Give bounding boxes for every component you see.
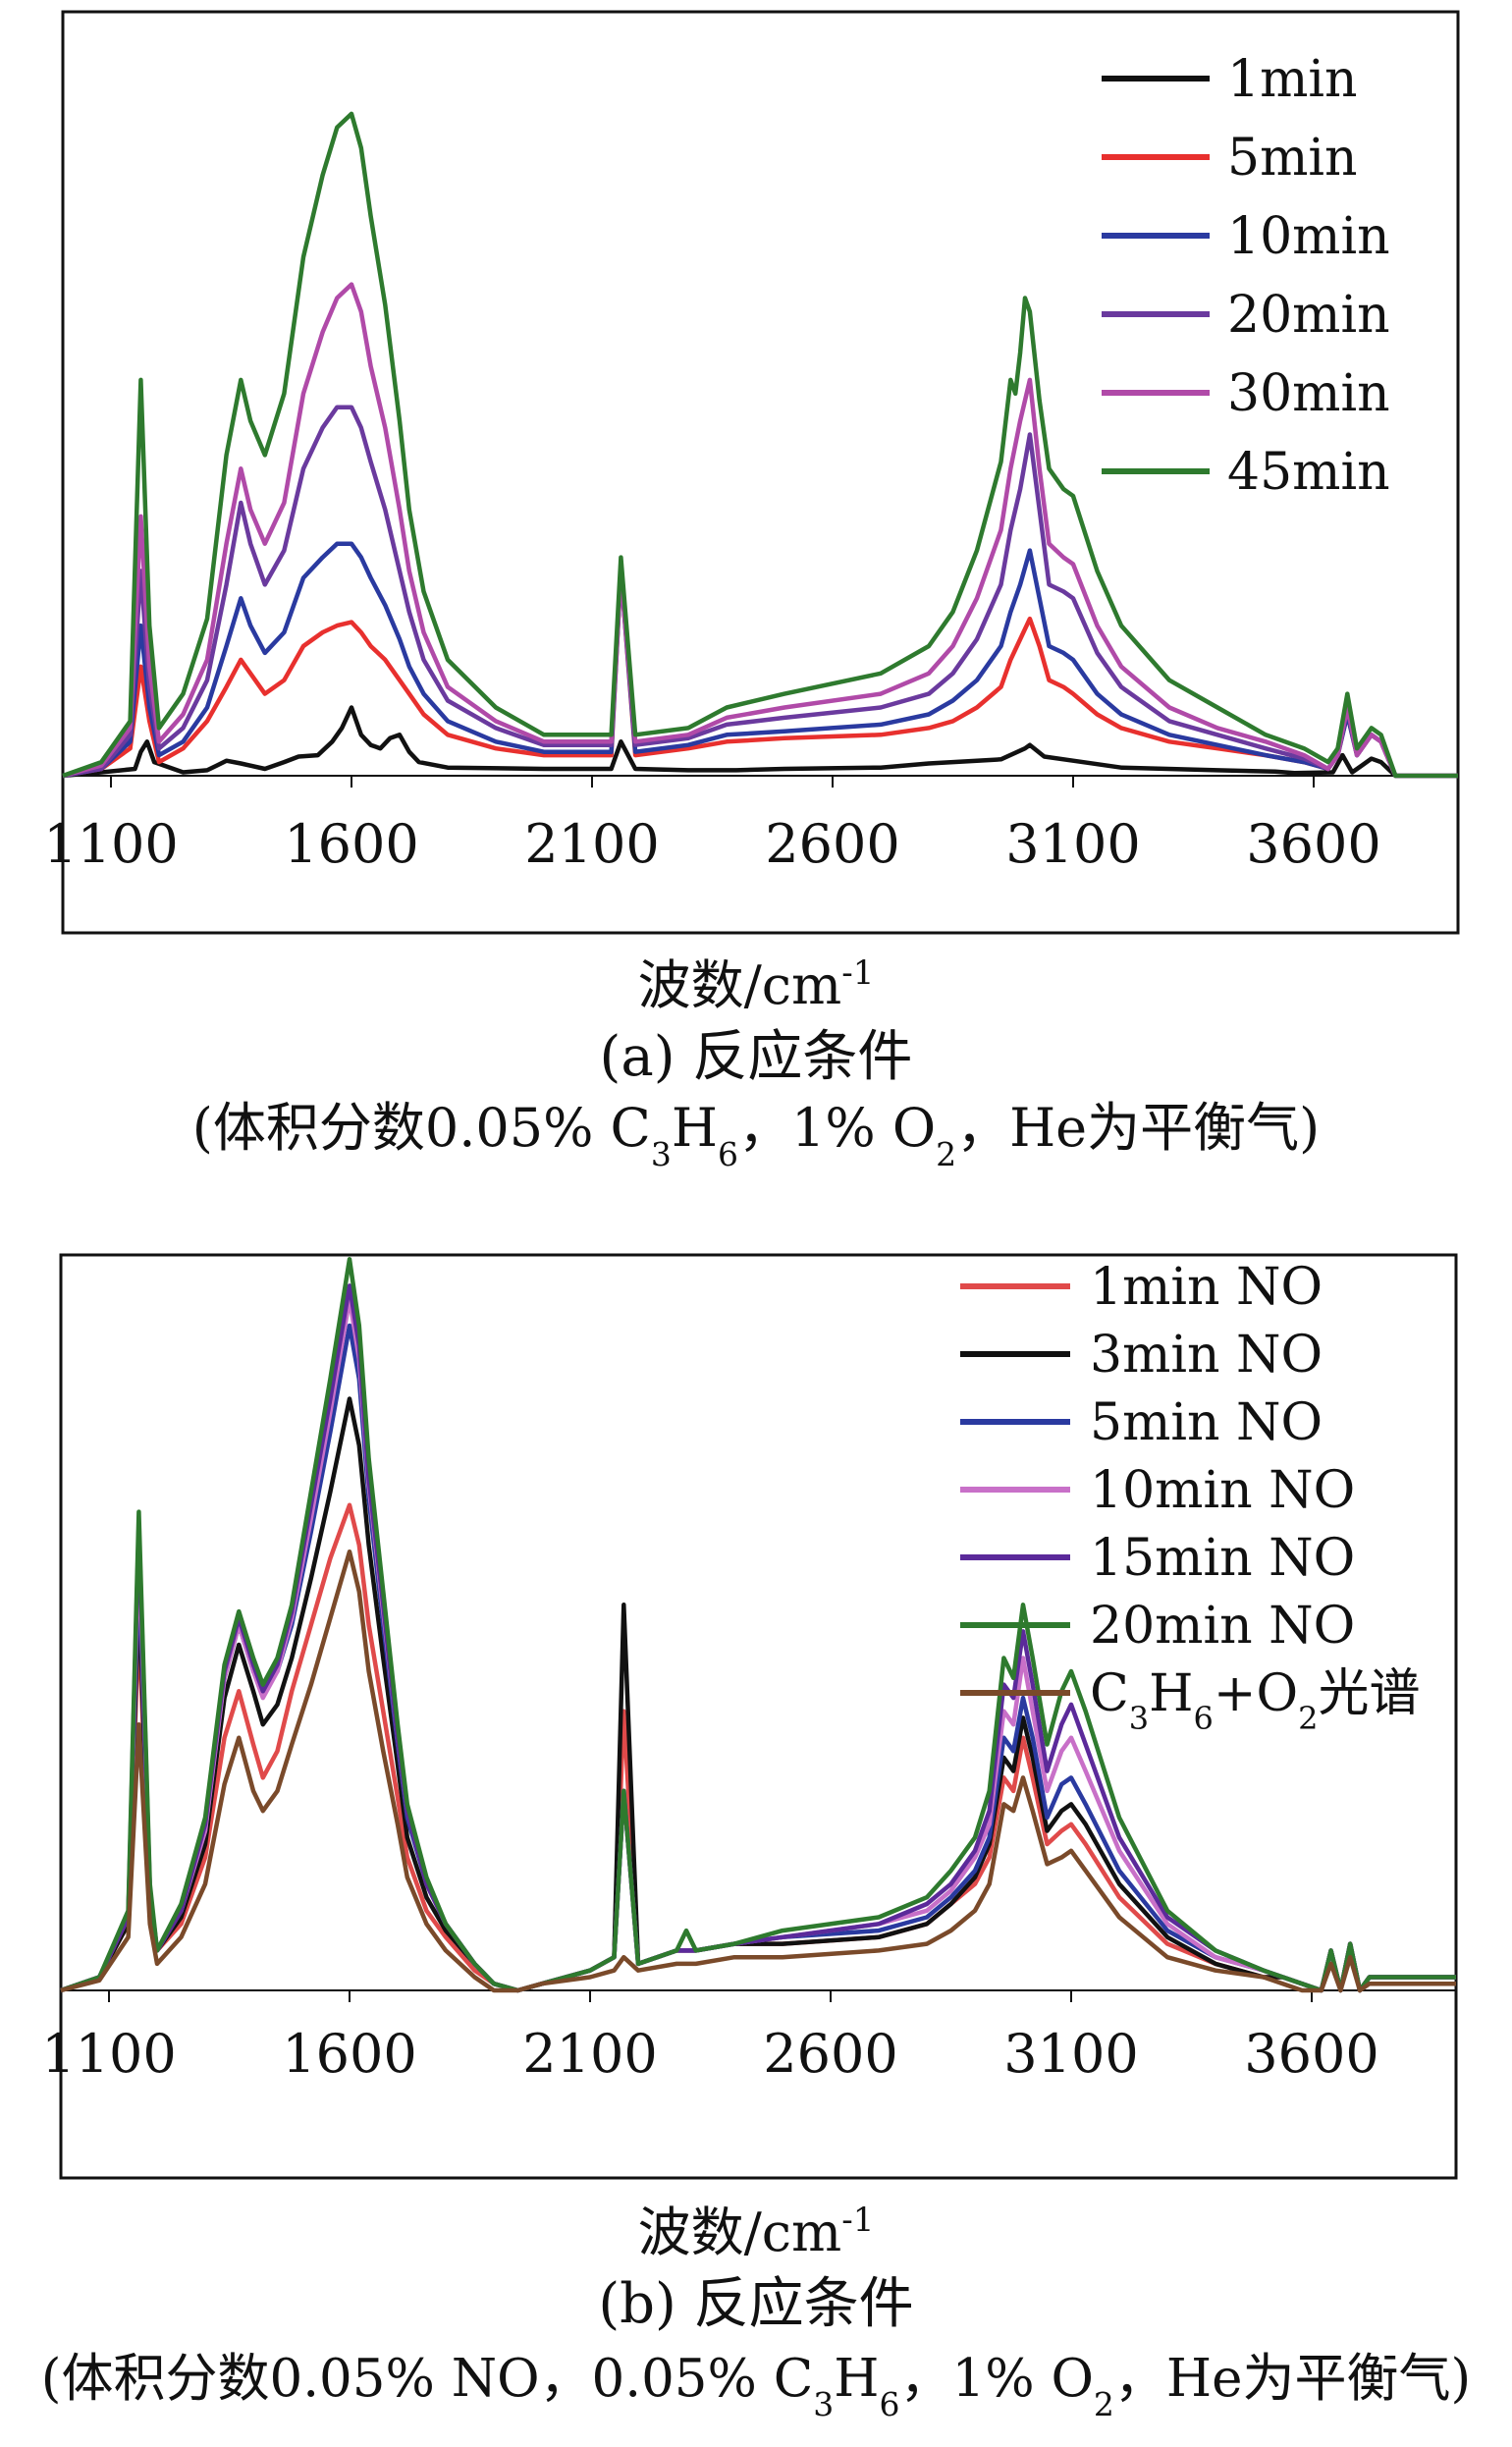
series-line-20min-no: [60, 1257, 1456, 1993]
legend-label: 1min NO: [1090, 1258, 1323, 1317]
legend-label: 10min: [1227, 207, 1390, 266]
legend-label-text: C: [1090, 1664, 1129, 1723]
x-tick-label: 1100: [41, 2023, 176, 2085]
series-line-c3h6-o2-: [60, 1549, 1456, 1993]
reaction-conditions-subscript: 6: [880, 2385, 900, 2423]
series-line-1min: [62, 705, 1458, 779]
legend-label: 15min NO: [1090, 1529, 1355, 1588]
x-tick-label: 1100: [43, 813, 178, 875]
x-tick-label: 3600: [1244, 2023, 1378, 2085]
x-tick-label: 2600: [763, 2023, 897, 2085]
x-tick-label: 2600: [765, 813, 899, 875]
reaction-conditions-subscript: 3: [651, 1135, 672, 1173]
legend-label: 10min NO: [1090, 1461, 1355, 1520]
panel-a: 1100 1600 2100 2600 3100 3600 1min 5min 10min 20m…: [43, 10, 1460, 935]
x-tick-label: 2100: [524, 813, 659, 875]
legend-label: 1min: [1227, 50, 1358, 109]
reaction-conditions: (体积分数0.05% NO，0.05% C3H6，1% O2，He为平衡气): [41, 2349, 1471, 2423]
reaction-conditions-text: (体积分数0.05% NO，0.05% C: [41, 2349, 814, 2409]
reaction-conditions-text: (体积分数0.05% C: [192, 1097, 651, 1159]
x-axis-label: 波数/cm-1: [638, 953, 875, 1016]
x-tick-label: 3100: [1003, 2023, 1138, 2085]
reaction-conditions-text: H: [834, 2349, 879, 2409]
reaction-conditions-subscript: 2: [1094, 2385, 1114, 2423]
series-line-20min: [62, 405, 1458, 779]
reaction-conditions-subscript: 2: [936, 1135, 956, 1173]
legend-label: C3H6+O2光谱: [1090, 1664, 1420, 1737]
x-tick-label: 1600: [284, 813, 418, 875]
legend-label: 5min: [1227, 129, 1358, 188]
legend-label: 5min NO: [1090, 1393, 1323, 1452]
plot-frame: [59, 1253, 1458, 2180]
panel-caption: (b) 反应条件: [598, 2272, 913, 2336]
series-line-45min: [62, 111, 1458, 779]
series-line-30min: [62, 282, 1458, 779]
legend-label: 3min NO: [1090, 1326, 1323, 1385]
legend: 1min 5min 10min 20min 30min 45min: [1102, 50, 1390, 502]
panel-b: 1100 1600 2100 2600 3100 3600 1min NO 3min NO 5m…: [41, 1253, 1458, 2180]
reaction-conditions-text: ，He为平衡气): [1114, 2349, 1471, 2409]
reaction-conditions-text: ，1% O: [900, 2349, 1094, 2409]
legend-label-text: +O: [1214, 1664, 1298, 1723]
reaction-conditions-subscript: 3: [813, 2385, 834, 2423]
reaction-conditions-text: ，1% O: [738, 1097, 936, 1159]
legend-label-subscript: 6: [1194, 1700, 1214, 1737]
legend-label-subscript: 2: [1298, 1700, 1318, 1737]
plot-frame: [61, 10, 1460, 935]
legend-label: 45min: [1227, 443, 1390, 502]
panel-caption: (a) 反应条件: [600, 1025, 913, 1089]
x-axis-label-superscript: -1: [841, 953, 874, 993]
reaction-conditions-text: ，He为平衡气): [956, 1097, 1320, 1159]
legend-label-text: 光谱: [1318, 1664, 1420, 1723]
x-tick-label: 3600: [1246, 813, 1380, 875]
reaction-conditions-subscript: 6: [718, 1135, 738, 1173]
reaction-conditions-text: H: [672, 1097, 718, 1159]
x-axis-label-text: 波数/cm: [638, 954, 842, 1016]
legend-label: 30min: [1227, 364, 1390, 423]
legend-label-subscript: 3: [1129, 1700, 1149, 1737]
x-axis-label-superscript: -1: [841, 2201, 874, 2240]
series-line-10min: [62, 541, 1458, 779]
x-tick-label: 3100: [1005, 813, 1140, 875]
x-tick-label: 2100: [522, 2023, 657, 2085]
x-axis-label-text: 波数/cm: [638, 2202, 842, 2263]
x-tick-label: 1600: [282, 2023, 416, 2085]
legend-label: 20min: [1227, 286, 1390, 345]
x-axis-label: 波数/cm-1: [638, 2201, 875, 2263]
legend-label: 20min NO: [1090, 1597, 1355, 1656]
reaction-conditions: (体积分数0.05% C3H6，1% O2，He为平衡气): [192, 1097, 1320, 1173]
legend: 1min NO 3min NO 5min NO 10min NO 15min NO 20m…: [960, 1258, 1420, 1737]
legend-label-text: H: [1149, 1664, 1193, 1723]
